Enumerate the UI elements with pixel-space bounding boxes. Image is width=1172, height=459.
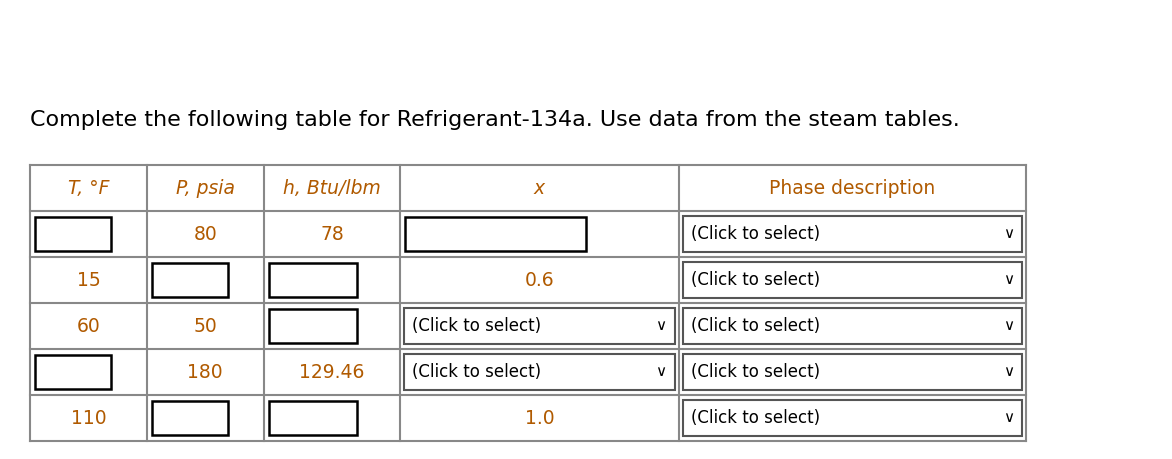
Text: P, psia: P, psia <box>176 179 234 197</box>
Text: ∨: ∨ <box>1003 319 1014 334</box>
Text: x: x <box>534 179 545 197</box>
Bar <box>268 401 357 435</box>
Bar <box>404 354 675 390</box>
Text: 15: 15 <box>76 270 101 290</box>
Text: h, Btu/lbm: h, Btu/lbm <box>284 179 381 197</box>
Text: 60: 60 <box>76 317 101 336</box>
Bar <box>35 355 111 389</box>
Text: (Click to select): (Click to select) <box>413 363 541 381</box>
Text: ∨: ∨ <box>1003 226 1014 241</box>
Bar <box>682 354 1022 390</box>
Text: 1.0: 1.0 <box>525 409 554 427</box>
Text: 50: 50 <box>193 317 217 336</box>
Text: ∨: ∨ <box>1003 410 1014 425</box>
Bar <box>682 262 1022 298</box>
Text: (Click to select): (Click to select) <box>690 363 819 381</box>
Text: Phase description: Phase description <box>769 179 935 197</box>
Text: (Click to select): (Click to select) <box>690 225 819 243</box>
Text: (Click to select): (Click to select) <box>413 317 541 335</box>
Text: ∨: ∨ <box>1003 364 1014 380</box>
Text: ∨: ∨ <box>655 319 667 334</box>
Text: T, °F: T, °F <box>68 179 109 197</box>
Text: (Click to select): (Click to select) <box>690 317 819 335</box>
Bar <box>682 400 1022 436</box>
Bar <box>35 217 111 251</box>
Text: (Click to select): (Click to select) <box>690 409 819 427</box>
Bar <box>404 308 675 344</box>
Text: 78: 78 <box>320 224 343 244</box>
Bar <box>406 217 586 251</box>
Text: ∨: ∨ <box>1003 273 1014 287</box>
Text: 0.6: 0.6 <box>525 270 554 290</box>
Bar <box>268 309 357 343</box>
Text: 180: 180 <box>188 363 223 381</box>
Text: (Click to select): (Click to select) <box>690 271 819 289</box>
Text: ∨: ∨ <box>655 364 667 380</box>
Bar <box>682 216 1022 252</box>
Bar <box>152 263 227 297</box>
Bar <box>268 263 357 297</box>
Text: 110: 110 <box>70 409 107 427</box>
Text: Complete the following table for Refrigerant-134a. Use data from the steam table: Complete the following table for Refrige… <box>30 110 960 130</box>
Bar <box>152 401 227 435</box>
Text: 80: 80 <box>193 224 217 244</box>
Bar <box>682 308 1022 344</box>
Text: 129.46: 129.46 <box>299 363 364 381</box>
